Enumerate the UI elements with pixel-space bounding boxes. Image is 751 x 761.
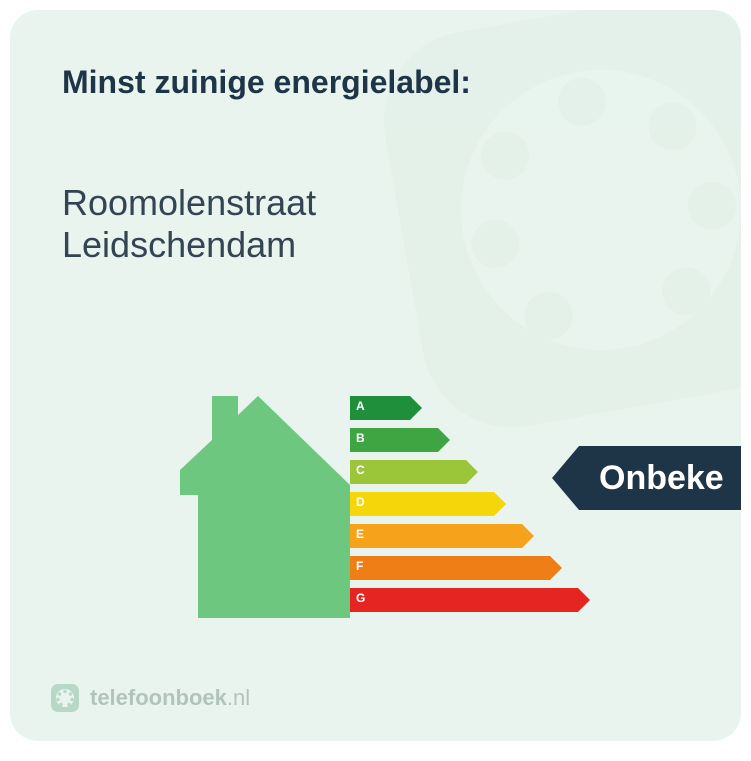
info-card: Minst zuinige energielabel: Roomolenstra… — [10, 10, 741, 741]
result-badge-text: Onbeke — [599, 459, 724, 498]
location-line-1: Roomolenstraat — [62, 182, 316, 224]
result-badge: Onbeke — [552, 446, 741, 510]
energy-bar-label: E — [356, 527, 364, 541]
footer-brand: telefoonboek.nl — [50, 683, 250, 713]
house-icon — [180, 390, 350, 625]
location-line-2: Leidschendam — [62, 224, 316, 266]
energy-bar-label: C — [356, 463, 365, 477]
brand-name: telefoonboek — [90, 685, 227, 710]
energy-bar-label: G — [356, 591, 365, 605]
energy-bar-label: D — [356, 495, 365, 509]
energy-bar-label: A — [356, 399, 365, 413]
energy-bar-label: B — [356, 431, 365, 445]
energy-bar-label: F — [356, 559, 363, 573]
card-heading: Minst zuinige energielabel: — [62, 64, 471, 101]
brand-text: telefoonboek.nl — [90, 685, 250, 711]
energy-label-chart: A B C D E F G — [180, 390, 540, 640]
location-block: Roomolenstraat Leidschendam — [62, 182, 316, 267]
brand-dial-icon — [50, 683, 80, 713]
brand-tld: .nl — [227, 685, 250, 710]
badge-arrow-icon — [552, 446, 579, 510]
